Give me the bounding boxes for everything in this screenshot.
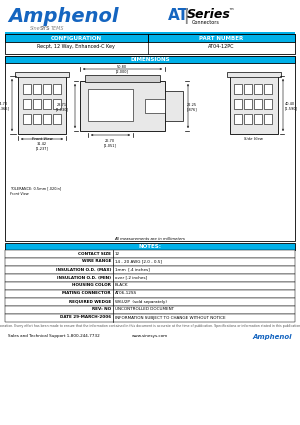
Bar bbox=[5, 243, 295, 250]
Bar bbox=[264, 84, 272, 94]
Text: All measurements are in millimeters: All measurements are in millimeters bbox=[115, 237, 185, 241]
Bar bbox=[33, 99, 41, 109]
Bar bbox=[254, 84, 262, 94]
Text: W6U2P  (sold separately): W6U2P (sold separately) bbox=[115, 300, 167, 303]
Text: DIMENSIONS: DIMENSIONS bbox=[130, 57, 170, 62]
Bar bbox=[5, 56, 295, 241]
Text: Amphenol: Amphenol bbox=[8, 7, 118, 26]
Text: 22.25
[.876]: 22.25 [.876] bbox=[187, 103, 198, 112]
Text: Sales and Technical Support 1-800-244-7732: Sales and Technical Support 1-800-244-77… bbox=[8, 334, 100, 338]
Text: WIRE RANGE: WIRE RANGE bbox=[82, 260, 111, 264]
Text: Front View: Front View bbox=[10, 192, 29, 196]
Text: Amphenol: Amphenol bbox=[253, 334, 292, 340]
Bar bbox=[23, 99, 31, 109]
Bar bbox=[43, 84, 51, 94]
Text: REV: NO: REV: NO bbox=[92, 308, 111, 312]
Text: CONFIGURATION: CONFIGURATION bbox=[50, 36, 102, 40]
Bar bbox=[23, 114, 31, 124]
Text: 14 - 20 AWG [2.0 - 0.5]: 14 - 20 AWG [2.0 - 0.5] bbox=[115, 260, 162, 264]
Bar bbox=[5, 290, 295, 298]
Text: 26.70
[1.051]: 26.70 [1.051] bbox=[103, 139, 116, 147]
Bar bbox=[53, 114, 61, 124]
Text: Connectors: Connectors bbox=[192, 20, 220, 25]
Bar bbox=[18, 76, 66, 134]
Bar bbox=[53, 99, 61, 109]
Bar bbox=[5, 34, 295, 54]
Text: UNCONTROLLED DOCUMENT: UNCONTROLLED DOCUMENT bbox=[115, 308, 174, 312]
Text: KNZUS: KNZUS bbox=[130, 139, 248, 167]
Bar bbox=[88, 89, 133, 121]
Bar bbox=[5, 250, 295, 258]
Bar bbox=[5, 282, 295, 290]
Bar bbox=[234, 84, 242, 94]
Bar bbox=[33, 114, 41, 124]
Text: AT06-12SS: AT06-12SS bbox=[115, 292, 137, 295]
Text: CONTACT SIZE: CONTACT SIZE bbox=[78, 252, 111, 255]
Text: 34.70
[1.366]: 34.70 [1.366] bbox=[0, 102, 9, 110]
Bar bbox=[5, 258, 295, 266]
Bar bbox=[80, 81, 165, 131]
Bar bbox=[43, 114, 51, 124]
Text: Side View: Side View bbox=[244, 137, 263, 141]
Bar bbox=[85, 75, 160, 82]
Bar bbox=[234, 114, 242, 124]
Bar bbox=[33, 84, 41, 94]
Bar bbox=[234, 99, 242, 109]
Text: NOTES:: NOTES: bbox=[139, 244, 161, 249]
Text: 50.80
[2.000]: 50.80 [2.000] bbox=[116, 65, 128, 74]
Bar bbox=[53, 84, 61, 94]
Bar bbox=[254, 99, 262, 109]
Bar bbox=[5, 34, 148, 42]
Bar bbox=[5, 266, 295, 274]
Bar bbox=[230, 76, 278, 134]
Text: www.sinesys.com: www.sinesys.com bbox=[132, 334, 168, 338]
Bar bbox=[5, 306, 295, 314]
Text: INSULATION O.D. (MIN): INSULATION O.D. (MIN) bbox=[57, 275, 111, 280]
Text: HOUSING COLOR: HOUSING COLOR bbox=[72, 283, 111, 287]
Text: REQUIRED WEDGE: REQUIRED WEDGE bbox=[69, 300, 111, 303]
Text: TOLERANCE: 0.5mm [.020in]: TOLERANCE: 0.5mm [.020in] bbox=[10, 186, 61, 190]
Text: DATE 29-MARCH-2006: DATE 29-MARCH-2006 bbox=[60, 315, 111, 320]
Bar bbox=[244, 84, 252, 94]
Text: 1mm  [.4 inches]: 1mm [.4 inches] bbox=[115, 267, 150, 272]
Text: MATING CONNECTOR: MATING CONNECTOR bbox=[62, 292, 111, 295]
Text: Series: Series bbox=[187, 8, 231, 21]
Text: BLACK: BLACK bbox=[115, 283, 128, 287]
Text: PART NUMBER: PART NUMBER bbox=[199, 36, 243, 40]
Text: Front View: Front View bbox=[32, 137, 52, 141]
Bar bbox=[5, 274, 295, 282]
Text: SYS: SYS bbox=[40, 26, 50, 31]
Bar bbox=[145, 99, 165, 113]
Bar bbox=[15, 72, 69, 77]
Bar bbox=[254, 114, 262, 124]
Text: 12: 12 bbox=[115, 252, 120, 255]
Bar bbox=[264, 114, 272, 124]
Text: 31.42
[1.237]: 31.42 [1.237] bbox=[36, 142, 48, 150]
Bar bbox=[43, 99, 51, 109]
Bar bbox=[23, 84, 31, 94]
Text: TEMS: TEMS bbox=[51, 26, 64, 31]
Bar bbox=[244, 99, 252, 109]
Bar bbox=[227, 72, 281, 77]
Text: Sine: Sine bbox=[30, 26, 40, 31]
Text: © 2006 Amphenol-Sine Systems Corporation. Every effort has been made to ensure t: © 2006 Amphenol-Sine Systems Corporation… bbox=[0, 324, 300, 328]
Text: INFORMATION SUBJECT TO CHANGE WITHOUT NOTICE: INFORMATION SUBJECT TO CHANGE WITHOUT NO… bbox=[115, 315, 226, 320]
Bar bbox=[264, 99, 272, 109]
Bar bbox=[148, 34, 295, 42]
Text: Recpt, 12 Way, Enhanced-C Key: Recpt, 12 Way, Enhanced-C Key bbox=[37, 43, 115, 48]
Text: AT04-12PC: AT04-12PC bbox=[208, 43, 234, 48]
Bar bbox=[5, 32, 295, 34]
Text: over [.2 inches]: over [.2 inches] bbox=[115, 275, 147, 280]
Text: INSULATION O.D. (MAX): INSULATION O.D. (MAX) bbox=[56, 267, 111, 272]
Text: ™: ™ bbox=[228, 9, 233, 14]
Bar bbox=[5, 56, 295, 63]
Bar bbox=[5, 314, 295, 322]
Text: 28.71
[1.130]: 28.71 [1.130] bbox=[56, 103, 68, 112]
Text: |: | bbox=[183, 8, 189, 24]
Bar bbox=[5, 298, 295, 306]
Bar bbox=[244, 114, 252, 124]
Bar bbox=[165, 91, 183, 121]
Text: AT: AT bbox=[168, 8, 189, 23]
Text: 40.40
[1.590]: 40.40 [1.590] bbox=[285, 102, 298, 110]
